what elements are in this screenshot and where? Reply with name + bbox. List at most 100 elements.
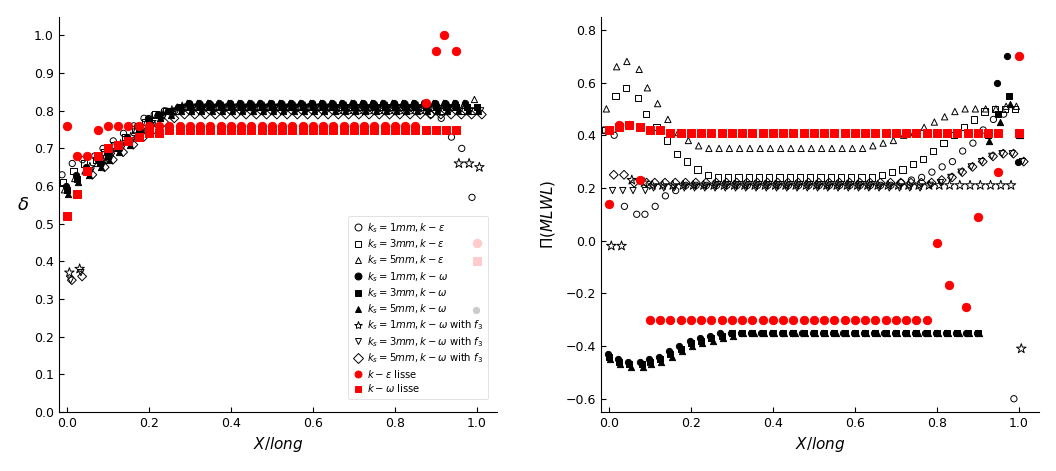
Point [469,258,486,265]
Point [898,129,914,137]
Point [158,107,175,114]
Point [399,103,416,111]
Point [58,186,75,194]
Point [827,329,844,337]
Point [755,329,772,337]
Point [56,186,73,194]
Point [356,126,373,133]
Point [597,126,614,134]
Point [211,99,228,107]
Point [351,111,367,118]
Point [806,316,823,324]
Point [412,111,429,118]
Point [135,114,152,122]
Point [614,242,630,250]
Point [308,107,325,114]
Point [908,129,925,137]
Point [986,105,1003,113]
Point [243,103,260,111]
Point [721,145,738,152]
Point [366,126,383,133]
Point [253,126,270,133]
Point [151,130,168,137]
Point [890,181,907,189]
Point [993,181,1010,189]
Point [674,348,691,355]
Point [130,126,147,133]
Point [230,99,247,107]
Point [856,129,873,137]
Point [357,107,374,114]
Point [120,137,137,145]
Point [784,329,800,337]
Point [598,105,615,113]
Point [710,174,727,181]
Point [1005,395,1022,403]
Point [878,329,894,337]
Point [766,329,782,337]
Point [354,99,371,107]
Point [205,103,222,111]
Point [1015,158,1032,165]
Point [800,181,817,189]
Point [878,129,894,137]
Point [171,122,188,130]
Point [653,358,670,365]
Point [681,337,698,345]
Point [433,114,450,122]
Point [887,129,904,137]
Point [148,111,165,118]
Point [212,122,229,130]
Point [667,187,684,195]
Point [833,145,850,152]
Point [472,107,489,114]
Point [200,99,216,107]
Point [388,107,404,114]
Point [469,239,486,246]
Point [110,141,127,148]
Point [270,103,287,111]
Point [699,171,716,179]
Point [788,181,805,189]
Point [641,316,658,324]
Point [610,358,627,365]
Point [995,110,1012,118]
Point [115,130,132,137]
Point [659,116,676,123]
X-axis label: $X/long$: $X/long$ [252,435,303,455]
Point [335,103,352,111]
Point [271,99,288,107]
Point [137,118,154,126]
Point [630,65,647,73]
Point [912,179,929,187]
Point [729,181,746,189]
Point [734,329,751,337]
Point [180,99,196,107]
Point [959,329,976,337]
Point [464,194,480,201]
Point [134,130,151,137]
Point [847,329,864,337]
Point [814,329,831,337]
Point [58,212,75,220]
Point [313,99,329,107]
Point [203,107,220,114]
Point [836,129,853,137]
Point [466,96,483,103]
Point [138,118,155,126]
Point [366,122,383,130]
Point [202,126,219,133]
Point [252,99,269,107]
Point [934,176,950,184]
Point [444,133,460,141]
Point [131,130,148,137]
Point [616,171,633,179]
Point [976,108,993,115]
Point [634,361,650,368]
Point [461,107,478,114]
Point [163,111,180,118]
Point [663,353,680,360]
Point [644,181,661,189]
Point [749,181,766,189]
Point [676,184,693,192]
